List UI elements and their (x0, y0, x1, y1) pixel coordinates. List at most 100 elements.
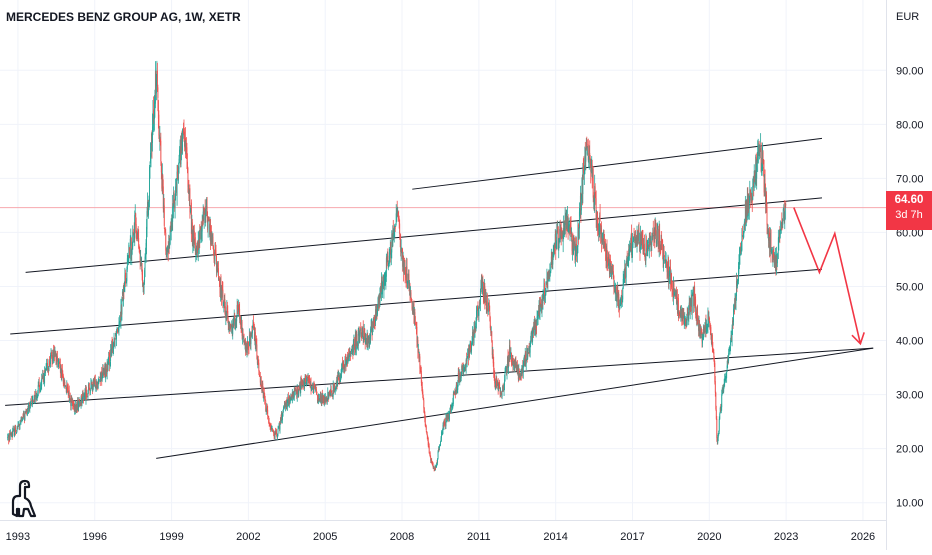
candle-body (645, 240, 647, 250)
candle-body (627, 257, 629, 261)
candle-body (403, 261, 405, 271)
candle-body (496, 378, 498, 387)
candle-body (82, 393, 83, 400)
candle-body (762, 154, 764, 161)
candle-body (594, 186, 596, 205)
candle-body (392, 229, 394, 235)
candle-body (79, 400, 81, 404)
candle-body (384, 280, 386, 281)
candle-body (200, 227, 202, 229)
candle-body (405, 275, 407, 277)
candle-body (707, 311, 709, 320)
candle-body (759, 150, 761, 152)
candle-body (286, 400, 288, 408)
candle-body (578, 229, 580, 239)
candle-body (743, 225, 745, 234)
candle-body (376, 308, 377, 318)
candle-body (450, 406, 452, 411)
candle-body (602, 239, 604, 243)
candle-body (566, 214, 568, 229)
candle-body (112, 342, 114, 353)
candle-body (196, 244, 198, 246)
candle-body (380, 289, 381, 291)
candle-body (268, 416, 270, 423)
candle-body (690, 306, 692, 308)
candle-body (456, 383, 458, 390)
candle-body (331, 394, 333, 396)
candle-body (374, 322, 376, 324)
candle-body (520, 371, 522, 379)
candle-body (351, 347, 353, 352)
candle-body (677, 298, 679, 314)
candle-body (755, 156, 757, 179)
candle-body (440, 437, 442, 441)
candle-body (662, 249, 664, 261)
candle-body (598, 227, 600, 232)
candle-body (714, 381, 716, 393)
candle-body (145, 242, 147, 256)
candle-body (517, 369, 519, 380)
candle-body (143, 283, 145, 288)
candle-body (715, 409, 717, 419)
candle-body (297, 391, 299, 395)
candle-body (122, 286, 124, 301)
candle-body (412, 311, 413, 313)
candle-body (100, 377, 102, 382)
candle-body (93, 378, 95, 385)
candle-body (337, 373, 339, 377)
tradingview-dino-icon[interactable] (8, 478, 38, 518)
candle-body (605, 243, 606, 252)
candle-body (384, 278, 386, 282)
candle-body (368, 337, 370, 344)
candle-body (59, 361, 61, 364)
candle-body (282, 409, 284, 417)
candle-body (438, 449, 440, 450)
candle-body (67, 387, 69, 394)
candle-body (747, 196, 749, 217)
candle-body (68, 390, 70, 401)
candle-body (84, 396, 85, 398)
candle-body (54, 350, 55, 356)
candle-body (665, 260, 667, 262)
candle-body (698, 323, 700, 332)
candle-body (663, 252, 665, 264)
candle-body (390, 248, 392, 256)
candle-body (19, 420, 21, 426)
candle-body (324, 397, 326, 403)
candle-body (768, 232, 769, 241)
candle-body (210, 232, 212, 242)
candle-body (460, 378, 462, 381)
candle-body (458, 371, 460, 377)
candle-body (685, 323, 687, 328)
candle-body (215, 250, 217, 254)
candle-body (464, 365, 466, 368)
candle-body (253, 324, 255, 328)
candle-body (650, 243, 652, 248)
candle-body (222, 289, 224, 304)
candle-body (400, 246, 402, 252)
candle-body (25, 410, 27, 412)
candle-body (367, 335, 369, 344)
candle-body (582, 164, 584, 169)
candle-body (418, 356, 420, 359)
candle-body (446, 414, 448, 419)
candle-body (758, 146, 760, 152)
channel-line (156, 347, 874, 459)
candle-body (440, 441, 441, 446)
candle-body (482, 280, 484, 283)
candle-body (589, 152, 591, 160)
candle-body (479, 303, 481, 307)
candle-body (319, 395, 321, 401)
candle-body (669, 268, 671, 270)
candle-body (103, 369, 105, 375)
candle-body (92, 380, 94, 385)
candle-body (581, 184, 583, 196)
candle-body (159, 139, 161, 145)
candle-body (652, 229, 654, 234)
candle-body (565, 217, 567, 219)
candle-body (401, 249, 403, 250)
candle-body (710, 327, 712, 336)
candle-body (131, 248, 133, 249)
